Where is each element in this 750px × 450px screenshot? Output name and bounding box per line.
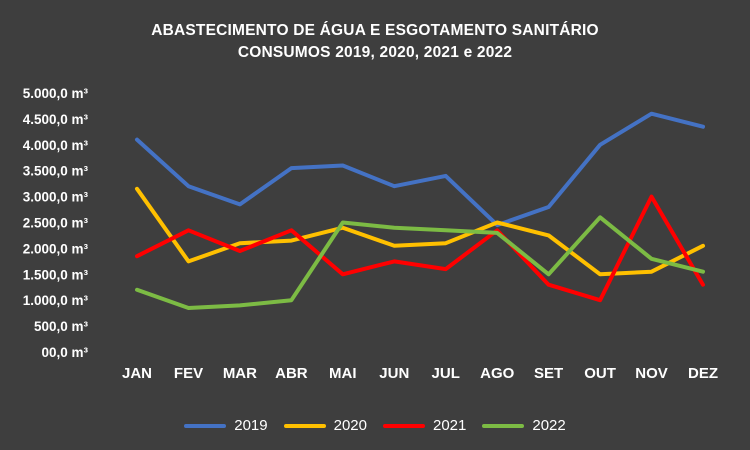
y-axis-tick-label: 4.500,0 m³	[23, 112, 89, 127]
x-axis-tick-label: JUN	[379, 365, 409, 382]
legend-item-2021: 2021	[383, 417, 466, 434]
legend-label: 2021	[433, 417, 467, 434]
y-axis-tick-label: 3.500,0 m³	[23, 164, 89, 179]
legend-label: 2019	[234, 417, 268, 434]
series-line-2019	[135, 111, 705, 228]
y-axis-tick-label: 3.000,0 m³	[23, 190, 89, 205]
chart-title: ABASTECIMENTO DE ÁGUA E ESGOTAMENTO SANI…	[0, 20, 750, 64]
chart-title-line2: CONSUMOS 2019, 2020, 2021 e 2022	[237, 44, 513, 61]
x-axis-tick-label: MAI	[329, 365, 357, 382]
legend-item-2022: 2022	[482, 417, 566, 434]
x-axis-tick-label: ABR	[275, 365, 308, 382]
x-axis-tick-label: JUL	[432, 365, 460, 382]
legend-swatch-2021	[383, 423, 425, 428]
x-axis-tick-label: NOV	[635, 365, 668, 382]
series-line-2021	[135, 194, 705, 303]
legend-label: 2022	[532, 417, 566, 434]
legend-item-2019: 2019	[184, 417, 268, 434]
legend-swatch-2019	[184, 423, 227, 428]
x-axis-tick-label: SET	[534, 365, 563, 382]
legend-item-2020: 2020	[283, 417, 367, 434]
y-axis-tick-label: 1.500,0 m³	[23, 267, 89, 282]
series-line-2022	[135, 215, 705, 310]
x-axis-tick-label: AGO	[480, 365, 515, 382]
legend-swatch-2022	[482, 423, 525, 428]
x-axis-tick-label: OUT	[584, 365, 616, 382]
y-axis-tick-label: 2.000,0 m³	[23, 241, 89, 256]
y-axis-tick-label: 2.500,0 m³	[23, 216, 89, 231]
y-axis-tick-label: 500,0 m³	[34, 319, 89, 334]
x-axis-tick-label: DEZ	[688, 365, 718, 382]
legend-label: 2020	[333, 417, 367, 434]
x-axis-tick-label: JAN	[122, 365, 152, 382]
chart-title-line1: ABASTECIMENTO DE ÁGUA E ESGOTAMENTO SANI…	[151, 22, 599, 39]
y-axis-tick-label: 4.000,0 m³	[23, 138, 89, 153]
x-axis-tick-label: MAR	[223, 365, 257, 382]
legend-swatch-2020	[283, 423, 326, 428]
y-axis-tick-label: 1.000,0 m³	[23, 293, 89, 308]
y-axis-tick-label: 00,0 m³	[41, 345, 88, 360]
x-axis-tick-label: FEV	[174, 365, 203, 382]
y-axis-tick-label: 5.000,0 m³	[23, 86, 89, 101]
chart-legend: 2019 2020 2021 2022	[0, 417, 750, 434]
